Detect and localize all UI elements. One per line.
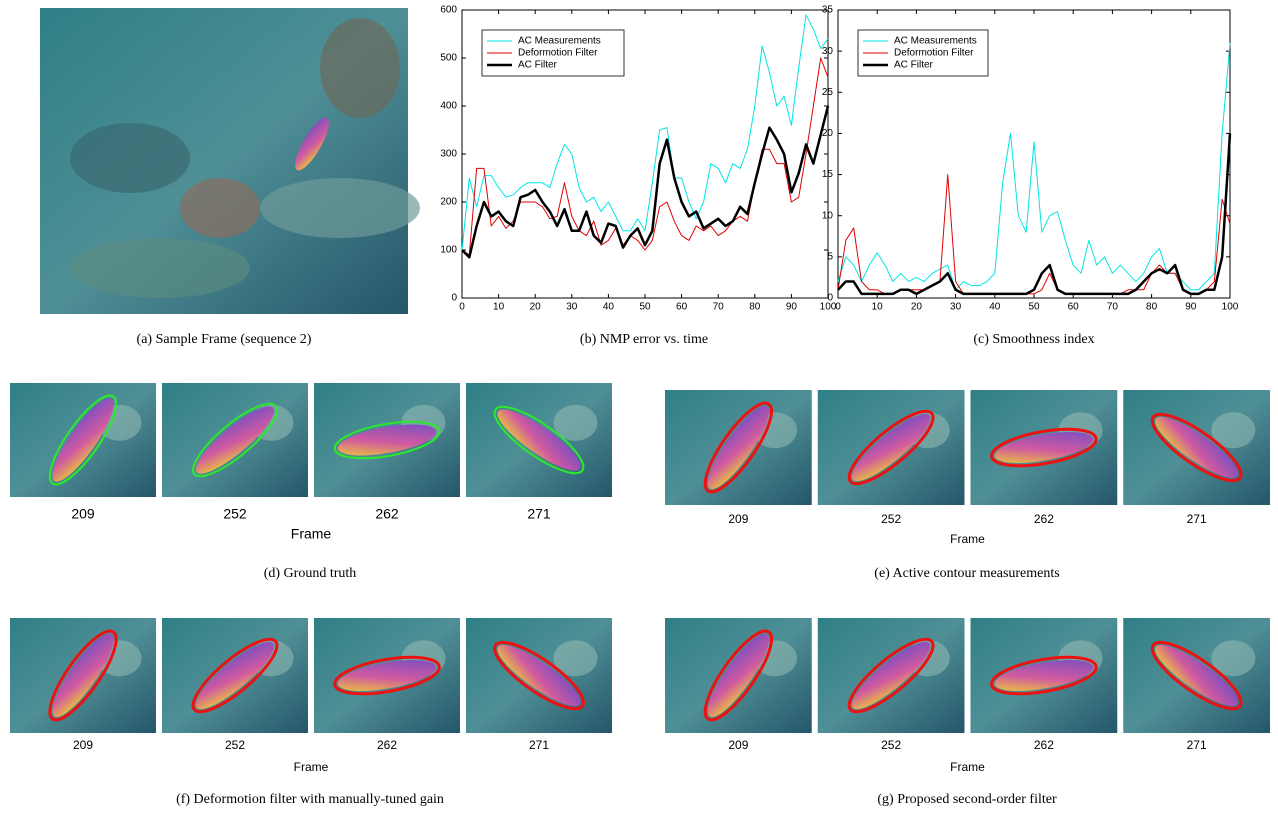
legend-label: AC Measurements	[518, 36, 601, 47]
caption: (g) Proposed second-order filter	[877, 792, 1057, 807]
x-tick-label: 70	[1107, 302, 1119, 313]
y-tick-label: 600	[440, 5, 457, 16]
caption: (d) Ground truth	[264, 566, 357, 581]
reef	[260, 178, 420, 238]
x-tick-label: 40	[603, 302, 615, 313]
frame-label: 252	[881, 512, 901, 526]
x-tick-label: 20	[911, 302, 923, 313]
y-tick-label: 500	[440, 53, 457, 64]
frame-label: 271	[1187, 738, 1207, 752]
x-axis-label: Frame	[950, 760, 985, 774]
x-tick-label: 20	[530, 302, 542, 313]
legend-label: Deformotion Filter	[894, 48, 974, 59]
x-tick-label: 70	[713, 302, 725, 313]
y-tick-label: 300	[440, 149, 457, 160]
caption: (c) Smoothness index	[973, 332, 1094, 347]
x-axis-label: Frame	[294, 760, 329, 774]
legend-label: AC Filter	[894, 60, 934, 71]
reef	[70, 123, 190, 193]
x-axis-label: Frame	[291, 526, 332, 542]
frame-label: 262	[377, 738, 397, 752]
frame-label: 209	[728, 512, 748, 526]
frame-label: 262	[1034, 512, 1054, 526]
caption: (a) Sample Frame (sequence 2)	[137, 332, 312, 347]
x-tick-label: 90	[1185, 302, 1197, 313]
legend-label: AC Measurements	[894, 36, 977, 47]
frame-label: 262	[375, 506, 399, 522]
x-tick-label: 50	[1028, 302, 1040, 313]
x-tick-label: 30	[566, 302, 578, 313]
legend-label: Deformotion Filter	[518, 48, 598, 59]
frame-label: 209	[728, 738, 748, 752]
reef	[70, 238, 250, 298]
x-axis-label: Frame	[950, 532, 985, 546]
frame-label: 209	[73, 738, 93, 752]
frame-label: 262	[1034, 738, 1054, 752]
y-tick-label: 25	[822, 87, 834, 98]
y-tick-label: 100	[440, 245, 457, 256]
figure: 0102030405060708090100010020030040050060…	[0, 0, 1278, 819]
x-tick-label: 10	[872, 302, 884, 313]
x-tick-label: 50	[639, 302, 651, 313]
y-tick-label: 0	[451, 293, 457, 304]
x-tick-label: 80	[1146, 302, 1158, 313]
x-tick-label: 0	[459, 302, 465, 313]
frame-label: 271	[529, 738, 549, 752]
y-tick-label: 35	[822, 5, 834, 16]
frame-label: 271	[527, 506, 551, 522]
x-tick-label: 10	[493, 302, 505, 313]
x-tick-label: 60	[676, 302, 688, 313]
x-tick-label: 80	[749, 302, 761, 313]
y-tick-label: 5	[827, 251, 833, 262]
y-tick-label: 0	[827, 293, 833, 304]
frame-label: 209	[71, 506, 95, 522]
caption: (f) Deformotion filter with manually-tun…	[176, 792, 444, 807]
reef	[320, 18, 400, 118]
frame-label: 252	[223, 506, 247, 522]
x-tick-label: 90	[786, 302, 798, 313]
frame-label: 252	[225, 738, 245, 752]
frame-label: 271	[1187, 512, 1207, 526]
y-tick-label: 20	[822, 128, 834, 139]
y-tick-label: 200	[440, 197, 457, 208]
y-tick-label: 10	[822, 210, 834, 221]
caption: (b) NMP error vs. time	[580, 332, 708, 347]
frame-label: 252	[881, 738, 901, 752]
reef	[180, 178, 260, 238]
x-tick-label: 0	[835, 302, 841, 313]
x-tick-label: 100	[1222, 302, 1239, 313]
x-tick-label: 60	[1068, 302, 1080, 313]
x-tick-label: 30	[950, 302, 962, 313]
caption: (e) Active contour measurements	[874, 566, 1059, 581]
y-tick-label: 400	[440, 101, 457, 112]
x-tick-label: 40	[989, 302, 1001, 313]
legend-label: AC Filter	[518, 60, 558, 71]
y-tick-label: 30	[822, 46, 834, 57]
y-tick-label: 15	[822, 169, 834, 180]
